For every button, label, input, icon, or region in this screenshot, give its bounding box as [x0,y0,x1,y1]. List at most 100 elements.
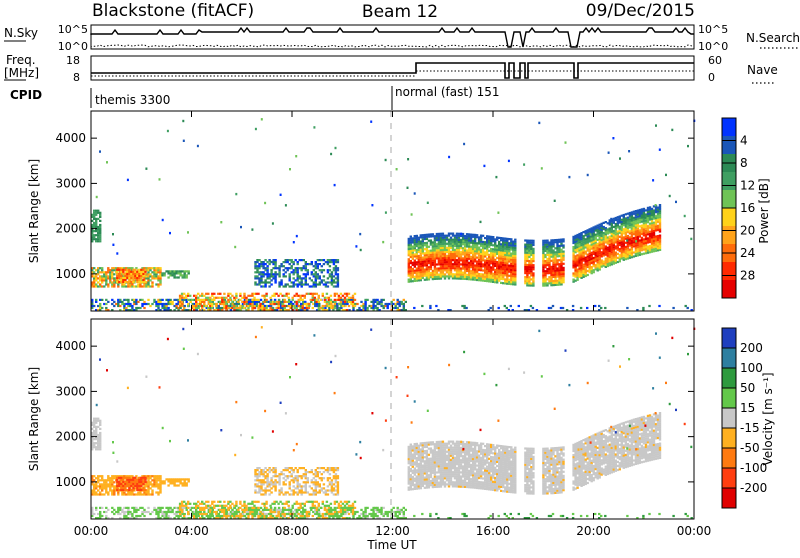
power-cell [97,210,99,212]
power-cell [235,297,237,299]
velocity-cell [380,513,382,515]
power-cell [643,245,645,247]
power-cell [482,280,484,282]
power-cell [582,268,584,270]
power-cell [131,305,133,307]
power-cell [264,259,266,261]
power-cell [198,307,200,309]
velocity-cell [658,513,660,515]
power-cell [344,301,346,303]
velocity-cell [506,515,508,517]
power-cell [305,279,307,281]
colorbar-swatch [722,208,736,227]
power-cell [582,266,584,268]
power-cell [442,233,444,235]
power-cell [101,275,103,277]
power-cell [442,243,444,245]
power-cell [151,303,153,305]
power-cell [187,231,189,233]
power-cell [313,126,315,128]
velocity-cell [143,509,145,511]
power-cell [237,301,239,303]
power-cell [482,235,484,237]
power-cell [289,273,291,275]
power-cell [260,275,262,277]
velocity-cell [95,487,97,489]
power-cell [107,301,109,303]
power-cell [111,275,113,277]
power-cell [604,307,606,309]
power-cell [140,271,142,273]
power-cell [659,235,661,237]
power-cell [422,261,424,263]
power-cell [422,248,424,250]
power-cell [195,301,197,303]
power-cell [263,297,265,299]
power-cell [387,307,389,309]
power-cell [305,281,307,283]
power-cell [274,263,276,265]
power-cell [319,275,321,277]
velocity-cell [101,487,103,489]
velocity-cell [318,511,320,513]
power-cell [257,293,259,295]
power-cell [327,285,329,287]
power-cell [541,167,543,169]
power-cell [270,279,272,281]
velocity-cell [105,489,107,491]
power-cell [442,235,444,237]
power-cell [187,303,189,305]
power-cell [105,299,107,301]
power-cell [652,179,654,181]
power-cell [334,303,336,305]
power-cell [542,264,544,266]
power-cell [502,243,504,245]
power-cell [190,301,192,303]
power-cell [510,238,512,240]
velocity-cell [380,511,382,513]
power-cell [333,279,335,281]
velocity-cell [380,509,382,511]
power-cell [440,278,442,280]
power-cell [502,241,504,243]
power-cell [352,307,354,309]
power-cell [274,265,276,267]
power-cell [199,303,201,305]
power-cell [544,274,546,276]
velocity-cell [113,491,115,493]
power-cell [532,254,534,256]
power-cell [448,277,450,279]
power-cell [317,273,319,275]
power-cell [532,250,534,252]
power-cell [123,283,125,285]
power-cell [658,305,660,307]
power-cell [528,276,530,278]
power-cell [603,234,605,236]
power-cell [502,278,504,280]
power-cell [167,130,169,132]
power-cell [542,246,544,248]
velocity-cell [113,493,115,495]
power-cell [286,295,288,297]
power-cell [623,216,625,218]
velocity-cell [93,444,95,446]
power-cell [179,307,181,309]
power-cell [195,307,197,309]
power-cell [264,279,266,281]
power-cell [181,301,183,303]
power-cell [376,307,378,309]
velocity-cell [399,513,401,515]
power-cell [422,259,424,261]
power-cell [253,297,255,299]
power-cell [269,297,271,299]
power-cell [556,243,558,245]
velocity-cell [99,513,101,515]
power-cell [514,241,516,243]
power-cell [119,305,121,307]
power-cell [532,252,534,254]
power-cell [135,299,137,301]
power-cell [462,249,464,251]
power-cell [460,255,462,257]
velocity-cell [274,507,276,509]
